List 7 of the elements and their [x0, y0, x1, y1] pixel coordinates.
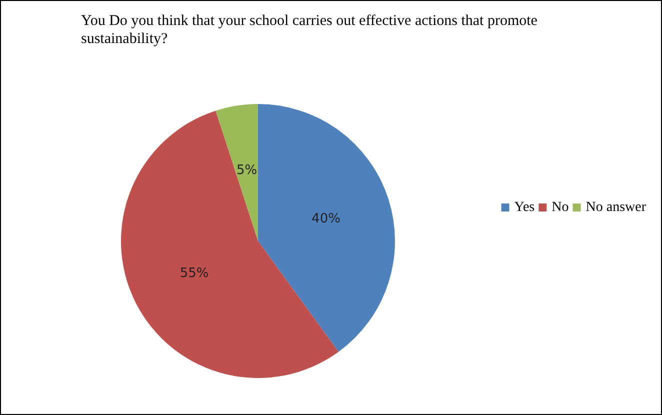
legend-label: No: [552, 200, 569, 215]
chart-title: You Do you think that your school carries out effective actions that promote sustainability?: [81, 13, 542, 47]
legend-label: Yes: [514, 200, 535, 215]
data-label: 55%: [180, 266, 209, 281]
data-label: 5%: [236, 162, 258, 178]
legend-label: No answer: [586, 200, 646, 215]
data-label: 40%: [312, 211, 340, 226]
